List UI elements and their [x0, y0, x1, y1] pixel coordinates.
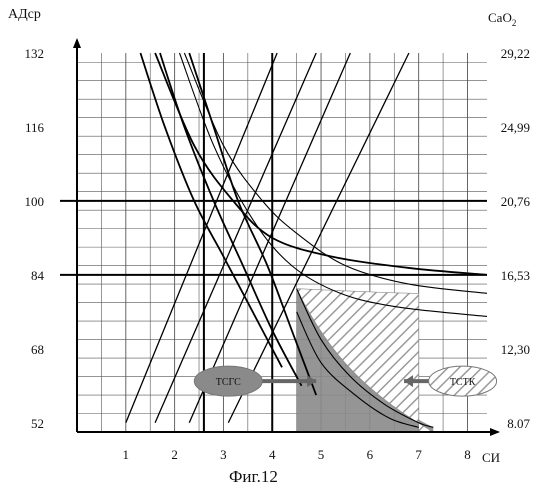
shaded-regions	[297, 289, 434, 432]
x-axis-label: СИ	[482, 450, 500, 465]
curves	[126, 53, 487, 427]
y-axis-right-label-main: CaO	[488, 10, 512, 25]
x-tick: 6	[367, 447, 374, 462]
y-axis-right-label: CaO2	[488, 10, 516, 28]
y-axis-arrow	[73, 38, 81, 48]
y-tick-right: 24,99	[501, 120, 530, 135]
reference-lines	[60, 53, 487, 432]
y-tick-right: 12,30	[501, 342, 530, 357]
x-tick: 3	[220, 447, 227, 462]
x-tick: 4	[269, 447, 276, 462]
y-tick-left: 100	[25, 194, 45, 209]
y-tick-right: 29,22	[501, 46, 530, 61]
x-tick: 8	[464, 447, 471, 462]
x-axis-arrow	[490, 428, 500, 436]
y-tick-left: 132	[25, 46, 45, 61]
labels: АДср CaO2 СИ Фиг.12	[8, 7, 516, 486]
y-axis-left-label: АДср	[8, 7, 41, 22]
x-tick: 7	[415, 447, 422, 462]
region-label: ТСГС	[216, 377, 241, 388]
x-tick: 5	[318, 447, 325, 462]
region-label: ТСТК	[450, 377, 476, 388]
y-tick-right: 16,53	[501, 268, 530, 283]
y-tick-left: 84	[31, 268, 45, 283]
y-axis-right-label-subscript: 2	[512, 18, 517, 28]
y-tick-left: 116	[25, 120, 45, 135]
x-tick: 2	[171, 447, 178, 462]
y-tick-right: 20,76	[501, 194, 531, 209]
y-tick-left: 68	[31, 342, 44, 357]
y-tick-left: 52	[31, 416, 44, 431]
x-tick: 1	[123, 447, 130, 462]
figure-caption: Фиг.12	[229, 467, 278, 486]
tick-labels: 13211610084685229,2224,9920,7616,5312,30…	[25, 46, 531, 462]
y-tick-right: 8.07	[507, 416, 530, 431]
